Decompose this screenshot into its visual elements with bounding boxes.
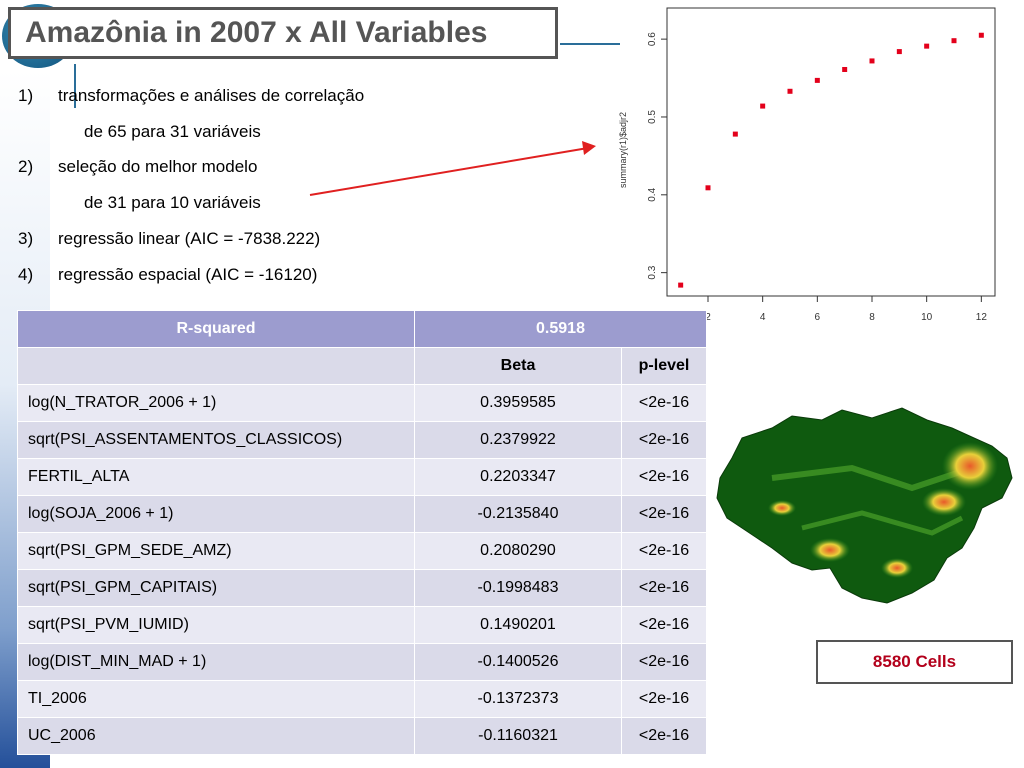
data-point <box>869 58 875 64</box>
var-cell: sqrt(PSI_GPM_SEDE_AMZ) <box>17 532 415 570</box>
table-row: log(N_TRATOR_2006 + 1) 0.3959585 <2e-16 <box>17 384 707 422</box>
beta-cell: 0.1490201 <box>414 606 622 644</box>
plevel-cell: <2e-16 <box>621 495 707 533</box>
y-tick-label: 0.5 <box>647 110 658 124</box>
var-cell: sqrt(PSI_ASSENTAMENTOS_CLASSICOS) <box>17 421 415 459</box>
plevel-cell: <2e-16 <box>621 606 707 644</box>
beta-cell: -0.1160321 <box>414 717 622 755</box>
beta-cell: 0.3959585 <box>414 384 622 422</box>
plevel-cell: <2e-16 <box>621 532 707 570</box>
rsq-label: R-squared <box>17 310 415 348</box>
var-cell: log(DIST_MIN_MAD + 1) <box>17 643 415 681</box>
data-point <box>732 131 738 137</box>
beta-cell: 0.2203347 <box>414 458 622 496</box>
table-row: UC_2006 -0.1160321 <2e-16 <box>17 717 707 755</box>
table-row: TI_2006 -0.1372373 <2e-16 <box>17 680 707 718</box>
x-tick-label: 6 <box>815 312 821 323</box>
x-tick-label: 8 <box>869 312 875 323</box>
data-point <box>705 185 711 191</box>
table-row: sqrt(PSI_GPM_CAPITAIS) -0.1998483 <2e-16 <box>17 569 707 607</box>
plevel-cell: <2e-16 <box>621 458 707 496</box>
x-tick-label: 2 <box>705 312 711 323</box>
var-cell: log(SOJA_2006 + 1) <box>17 495 415 533</box>
x-tick-label: 12 <box>976 312 988 323</box>
var-cell: sqrt(PSI_GPM_CAPITAIS) <box>17 569 415 607</box>
beta-cell: -0.1998483 <box>414 569 622 607</box>
table-row: log(DIST_MIN_MAD + 1) -0.1400526 <2e-16 <box>17 643 707 681</box>
beta-cell: 0.2379922 <box>414 421 622 459</box>
x-tick-label: 4 <box>760 312 766 323</box>
data-point <box>787 88 793 94</box>
data-point <box>896 49 902 55</box>
table-row: sqrt(PSI_GPM_SEDE_AMZ) 0.2080290 <2e-16 <box>17 532 707 570</box>
table-row: log(SOJA_2006 + 1) -0.2135840 <2e-16 <box>17 495 707 533</box>
beta-cell: -0.1372373 <box>414 680 622 718</box>
data-point <box>760 103 766 109</box>
data-point <box>678 282 684 288</box>
plevel-col-header: p-level <box>621 347 707 385</box>
data-point <box>951 38 957 44</box>
x-tick-label: 10 <box>921 312 933 323</box>
var-cell: sqrt(PSI_PVM_IUMID) <box>17 606 415 644</box>
var-cell: log(N_TRATOR_2006 + 1) <box>17 384 415 422</box>
beta-cell: 0.2080290 <box>414 532 622 570</box>
data-point <box>924 43 930 49</box>
y-axis-label: summary(r1)$adjr2 <box>618 112 628 188</box>
beta-cell: -0.1400526 <box>414 643 622 681</box>
slide-title: Amazônia in 2007 x All Variables <box>8 7 558 59</box>
rsq-value: 0.5918 <box>414 310 707 348</box>
amazonia-map <box>716 407 1013 604</box>
var-cell: FERTIL_ALTA <box>17 458 415 496</box>
beta-col-header: Beta <box>414 347 622 385</box>
title-connector-horizontal <box>560 43 620 45</box>
table-header-row: R-squared 0.5918 <box>17 310 707 348</box>
plevel-cell: <2e-16 <box>621 421 707 459</box>
plevel-cell: <2e-16 <box>621 569 707 607</box>
var-cell: TI_2006 <box>17 680 415 718</box>
var-cell: UC_2006 <box>17 717 415 755</box>
beta-cell: -0.2135840 <box>414 495 622 533</box>
y-tick-label: 0.3 <box>647 265 658 279</box>
var-col-header <box>17 347 415 385</box>
table-row: FERTIL_ALTA 0.2203347 <2e-16 <box>17 458 707 496</box>
y-tick-label: 0.4 <box>647 187 658 201</box>
plot-frame <box>666 7 996 297</box>
plevel-cell: <2e-16 <box>621 643 707 681</box>
cells-count-box: 8580 Cells <box>816 640 1013 684</box>
title-connector-vertical <box>74 64 76 108</box>
plevel-cell: <2e-16 <box>621 717 707 755</box>
table-row: sqrt(PSI_PVM_IUMID) 0.1490201 <2e-16 <box>17 606 707 644</box>
regression-table: R-squared 0.5918 Beta p-level log(N_TRAT… <box>17 310 707 755</box>
y-tick-label: 0.6 <box>647 32 658 46</box>
adjr2-scatter-plot: 2 4 6 8 10 12 0.3 0.4 0.5 0.6 summary(r1)$adjr2 <box>618 7 996 323</box>
plevel-cell: <2e-16 <box>621 384 707 422</box>
data-point <box>814 77 820 83</box>
plevel-cell: <2e-16 <box>621 680 707 718</box>
table-row: sqrt(PSI_ASSENTAMENTOS_CLASSICOS) 0.23799… <box>17 421 707 459</box>
data-point <box>978 32 984 38</box>
table-subheader-row: Beta p-level <box>17 347 707 385</box>
data-point <box>842 66 848 72</box>
